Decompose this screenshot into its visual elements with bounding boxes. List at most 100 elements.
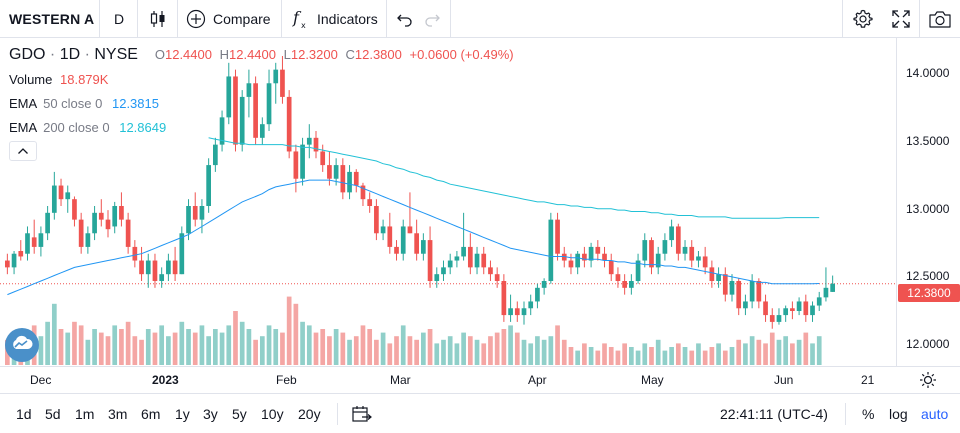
volume-bar [729, 347, 735, 365]
chart-type-button[interactable] [148, 0, 168, 38]
ema50-line [7, 179, 820, 296]
auto-scale-button[interactable]: auto [921, 406, 949, 422]
volume-bar [159, 325, 165, 365]
candle-body [575, 253, 581, 268]
fullscreen-button[interactable] [892, 0, 910, 38]
indicators-button[interactable]: f x Indicators [292, 0, 378, 38]
current-price-label: 12.3800 [898, 284, 960, 302]
candle-body [816, 297, 822, 306]
volume-bar [253, 339, 258, 365]
candle-body [206, 165, 211, 206]
compare-button[interactable]: Compare [186, 0, 271, 38]
candle-body [696, 256, 701, 261]
volume-bar [374, 339, 379, 365]
candle-body [716, 274, 721, 281]
volume-bar [514, 332, 520, 365]
volume-bar [286, 296, 292, 365]
tradingview-logo[interactable] [5, 328, 39, 362]
volume-bar [575, 350, 581, 365]
candle-body [555, 219, 560, 254]
percent-scale-button[interactable]: % [862, 406, 875, 422]
candle-body [253, 83, 258, 138]
volume-bar [65, 332, 71, 365]
low-label: L [283, 47, 291, 62]
time-label: 2023 [152, 373, 179, 387]
candle-body [367, 199, 373, 206]
legend-collapse-button[interactable] [9, 141, 37, 161]
settings-button[interactable] [853, 0, 873, 38]
range-10y-button[interactable]: 10y [261, 406, 284, 422]
range-6m-button[interactable]: 6m [141, 406, 161, 422]
undo-button[interactable] [396, 0, 414, 38]
volume-bar [635, 350, 641, 365]
range-3m-button[interactable]: 3m [108, 406, 128, 422]
candle-body [823, 287, 829, 298]
candle-body [421, 240, 426, 254]
candle-body [501, 281, 507, 316]
time-axis[interactable]: Dec 2023 Feb Mar Apr May Jun 21 [0, 366, 960, 394]
volume-bar [608, 347, 614, 365]
log-scale-button[interactable]: log [889, 406, 908, 422]
sun-icon [919, 372, 937, 393]
symbol-search-button[interactable]: WESTERN A [9, 0, 94, 38]
candle-body [58, 185, 64, 200]
volume-bar [327, 336, 332, 365]
chevron-up-icon [17, 142, 29, 160]
volume-bar [675, 343, 681, 365]
volume-label: Volume [9, 72, 53, 87]
interval-button[interactable]: D [114, 0, 124, 38]
candle-body [595, 246, 601, 254]
candle-body [152, 260, 158, 281]
legend-ohlc: O12.4400 H12.4400 L12.3200 C12.3800 +0.0… [155, 47, 518, 62]
candles-icon [148, 9, 168, 29]
candle-body [85, 233, 91, 247]
open-label: O [154, 47, 165, 62]
volume-bar [139, 339, 144, 365]
legend-dot: · [84, 46, 95, 63]
range-1d-button[interactable]: 1d [16, 406, 32, 422]
date-range-button[interactable] [352, 405, 372, 423]
ema50-params: 50 close 0 [43, 96, 103, 111]
volume-bar [353, 336, 359, 365]
screenshot-button[interactable] [929, 0, 951, 38]
volume-bar [206, 336, 211, 365]
clock-display[interactable]: 22:41:11 (UTC-4) [720, 406, 828, 422]
range-5d-button[interactable]: 5d [45, 406, 61, 422]
price-chart[interactable] [0, 38, 896, 366]
volume-bar [689, 350, 695, 365]
toolbar-divider [281, 0, 282, 38]
candle-body [689, 246, 695, 261]
range-1m-button[interactable]: 1m [75, 406, 95, 422]
high-value: 12.4400 [229, 47, 276, 62]
redo-button[interactable] [423, 0, 441, 38]
candle-body [635, 260, 641, 281]
volume-bar [427, 329, 433, 365]
price-axis[interactable]: 14.0000 13.5000 13.0000 12.5000 12.0000 … [896, 38, 960, 366]
chart-settings-button[interactable] [919, 371, 937, 394]
toolbar-divider [177, 0, 178, 38]
range-5y-button[interactable]: 5y [232, 406, 247, 422]
time-label: Apr [528, 373, 547, 387]
volume-bar [92, 329, 97, 365]
candle-body [166, 260, 171, 275]
volume-bar [642, 343, 648, 365]
close-label: C [345, 47, 355, 62]
legend-volume-row[interactable]: Volume 18.879K [9, 72, 108, 87]
candle-body [662, 240, 668, 254]
range-3y-button[interactable]: 3y [203, 406, 218, 422]
candle-body [394, 246, 399, 254]
candle-body [320, 151, 326, 166]
open-value: 12.4400 [164, 47, 212, 62]
legend-ema50-row[interactable]: EMA 50 close 0 12.3815 [9, 96, 159, 111]
volume-bar [112, 325, 118, 365]
candle-body [508, 308, 513, 316]
range-20y-button[interactable]: 20y [298, 406, 321, 422]
volume-bar [300, 321, 305, 365]
range-1y-button[interactable]: 1y [175, 406, 190, 422]
volume-bar [387, 343, 393, 365]
low-value: 12.3200 [290, 47, 338, 62]
chart-pane[interactable] [0, 38, 960, 366]
volume-bar [125, 321, 131, 365]
candle-body [92, 212, 97, 234]
legend-ema200-row[interactable]: EMA 200 close 0 12.8649 [9, 120, 166, 135]
